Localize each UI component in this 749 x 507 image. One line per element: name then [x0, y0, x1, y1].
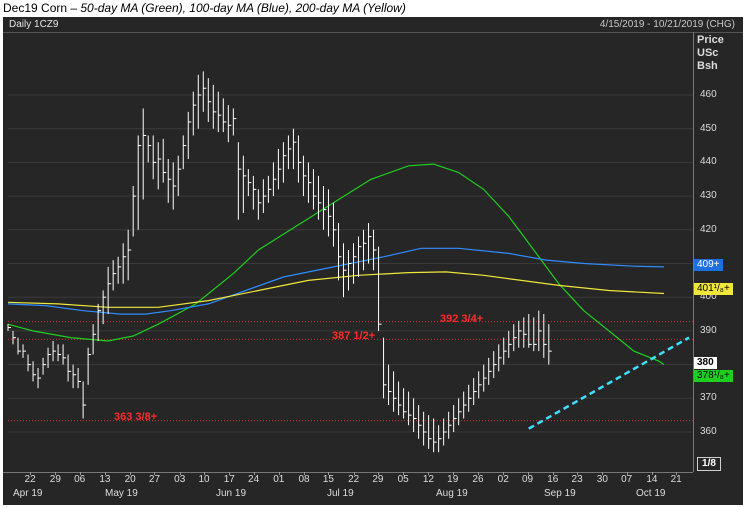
- price-tick-label: 360: [700, 426, 717, 437]
- month-tick-label: Jul 19: [327, 488, 354, 499]
- day-tick-mark: [503, 472, 505, 475]
- day-tick-label: 16: [547, 474, 559, 485]
- price-header-line: USc: [697, 47, 719, 59]
- day-tick-mark: [104, 472, 106, 475]
- day-tick-label: 23: [571, 474, 583, 485]
- day-tick-label: 05: [397, 474, 409, 485]
- day-tick-mark: [452, 472, 454, 475]
- day-tick-label: 13: [99, 474, 111, 485]
- day-tick-mark: [552, 472, 554, 475]
- price-axis-divider: [693, 32, 694, 472]
- day-tick-label: 14: [646, 474, 658, 485]
- day-tick-mark: [328, 472, 330, 475]
- day-tick-label: 09: [521, 474, 534, 485]
- day-tick-label: 20: [124, 474, 136, 485]
- day-tick-mark: [527, 472, 529, 475]
- day-tick-mark: [55, 472, 57, 475]
- month-tick-label: Aug 19: [436, 488, 468, 499]
- price-tick-label: 430: [700, 190, 717, 202]
- day-tick-mark: [353, 472, 355, 475]
- day-tick-label: 07: [621, 474, 633, 485]
- day-tick-label: 29: [372, 474, 384, 485]
- day-tick-mark: [154, 472, 156, 475]
- day-tick-label: 27: [148, 474, 161, 485]
- day-tick-mark: [30, 472, 32, 475]
- month-tick-label: Sep 19: [544, 488, 576, 499]
- day-tick-mark: [79, 472, 81, 475]
- day-tick-mark: [179, 472, 181, 475]
- day-tick-mark: [278, 472, 280, 475]
- price-chart[interactable]: [3, 17, 743, 505]
- price-tick-label: 390: [700, 324, 717, 336]
- day-tick-label: 15: [322, 474, 334, 485]
- date-range-label: 4/15/2019 - 10/21/2019 (CHG): [599, 19, 735, 30]
- title-main: Dec19 Corn: [3, 1, 68, 15]
- day-tick-mark: [651, 472, 653, 475]
- day-tick-label: 19: [447, 474, 459, 485]
- day-tick-label: 01: [273, 474, 285, 485]
- symbol-label: Daily 1CZ9: [9, 19, 59, 30]
- price-header-line: Bsh: [697, 60, 718, 72]
- day-tick-mark: [602, 472, 604, 475]
- trendline: [528, 336, 690, 430]
- ma50-badge: 378¹/₈+: [694, 370, 733, 382]
- day-tick-mark: [577, 472, 579, 475]
- title-dash: –: [67, 1, 81, 15]
- level-label-387: 387 1/2+: [332, 330, 376, 342]
- price-tick-label: 420: [700, 223, 717, 235]
- price-tick-label: 460: [700, 89, 717, 100]
- day-tick-label: 03: [174, 474, 186, 485]
- day-tick-label: 30: [596, 474, 608, 485]
- day-tick-mark: [204, 472, 206, 475]
- day-tick-label: 29: [49, 474, 61, 485]
- day-tick-label: 24: [248, 474, 260, 485]
- ma100-badge: 409+: [694, 259, 723, 271]
- day-tick-label: 02: [497, 474, 509, 485]
- day-tick-mark: [130, 472, 132, 475]
- price-tick-label: 400: [700, 291, 717, 303]
- price-fraction-box[interactable]: 1/8: [697, 457, 721, 471]
- day-tick-label: 12: [422, 474, 434, 485]
- day-tick-label: 21: [670, 474, 682, 485]
- day-tick-label: 22: [24, 474, 36, 485]
- day-tick-mark: [229, 472, 231, 475]
- month-tick-label: Jun 19: [216, 488, 247, 499]
- price-tick-label: 450: [700, 122, 717, 134]
- day-tick-label: 17: [223, 474, 235, 485]
- day-tick-label: 22: [348, 474, 360, 485]
- level-label-392: 392 3/4+: [440, 313, 484, 325]
- price-header-line: Price: [697, 34, 724, 46]
- level-label-363: 363 3/8+: [114, 411, 158, 423]
- day-tick-label: 06: [74, 474, 86, 485]
- month-tick-label: Apr 19: [13, 488, 43, 499]
- ma100-line: [7, 247, 665, 315]
- day-tick-mark: [304, 472, 306, 475]
- day-tick-mark: [403, 472, 405, 475]
- last-price-badge: 380: [694, 357, 717, 369]
- day-tick-mark: [253, 472, 255, 475]
- month-tick-label: May 19: [105, 488, 138, 499]
- day-tick-label: 10: [198, 474, 210, 485]
- chart-title: Dec19 Corn – 50-day MA (Green), 100-day …: [0, 0, 749, 17]
- day-tick-mark: [377, 472, 379, 475]
- time-axis-divider: [3, 472, 693, 473]
- day-tick-label: 08: [298, 474, 310, 485]
- ma200-line: [7, 271, 665, 308]
- day-tick-mark: [676, 472, 678, 475]
- day-tick-mark: [477, 472, 479, 475]
- ma50-line: [7, 163, 665, 366]
- chart-panel: Daily 1CZ9 4/15/2019 - 10/21/2019 (CHG) …: [3, 17, 743, 505]
- price-axis-header: Price USc Bsh: [697, 34, 724, 73]
- price-tick-label: 370: [700, 392, 717, 404]
- title-subtitle: 50-day MA (Green), 100-day MA (Blue), 20…: [80, 1, 406, 15]
- price-tick-label: 440: [700, 156, 717, 168]
- month-tick-label: Oct 19: [636, 488, 666, 499]
- header-divider: [3, 32, 743, 33]
- day-tick-mark: [626, 472, 628, 475]
- day-tick-mark: [428, 472, 430, 475]
- ma200-badge: 401¹/₈+: [694, 283, 733, 295]
- day-tick-label: 26: [472, 474, 484, 485]
